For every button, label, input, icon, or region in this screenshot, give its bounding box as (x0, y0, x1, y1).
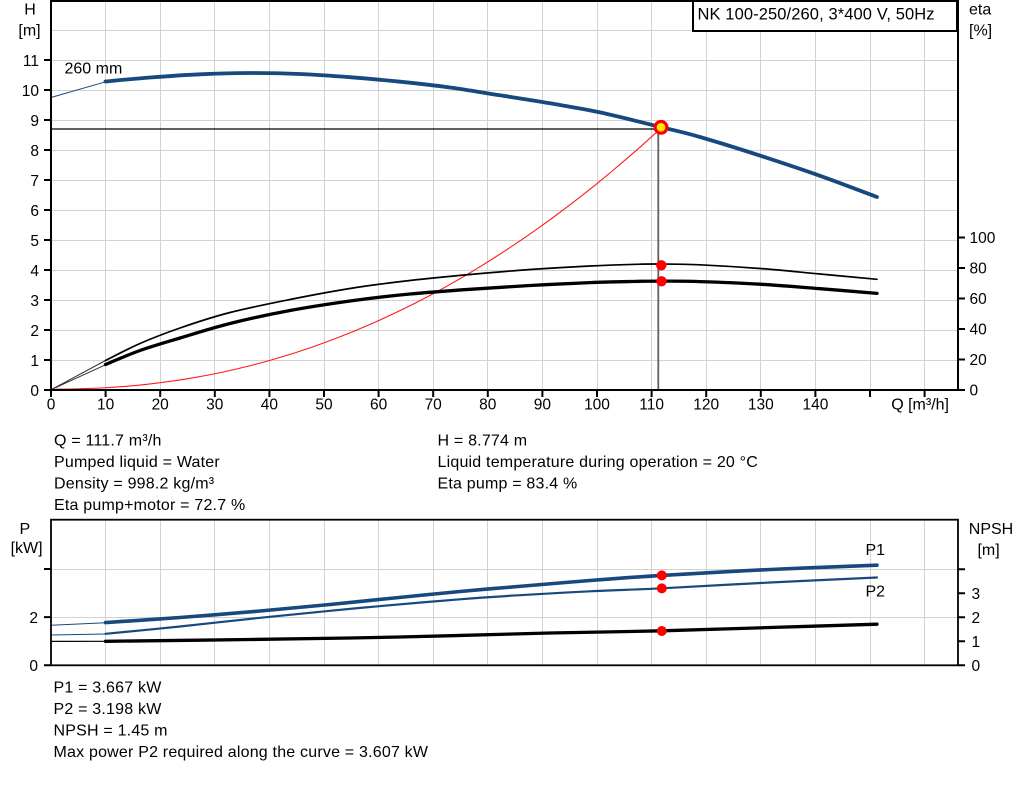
svg-text:60: 60 (970, 291, 988, 308)
svg-text:NPSH: NPSH (969, 521, 1013, 538)
svg-text:130: 130 (748, 397, 774, 414)
svg-text:2: 2 (30, 323, 39, 340)
svg-text:100: 100 (970, 230, 996, 247)
svg-text:90: 90 (534, 397, 552, 414)
svg-text:1: 1 (30, 353, 39, 370)
svg-text:80: 80 (970, 261, 988, 278)
svg-text:Eta pump = 83.4 %: Eta pump = 83.4 % (438, 476, 578, 493)
svg-text:P2: P2 (866, 584, 886, 601)
svg-text:[%]: [%] (969, 23, 992, 40)
svg-text:7: 7 (30, 173, 39, 190)
svg-text:8: 8 (30, 143, 39, 160)
svg-text:80: 80 (479, 397, 497, 414)
svg-text:50: 50 (315, 397, 333, 414)
svg-text:Q = 111.7 m³/h: Q = 111.7 m³/h (54, 433, 162, 450)
svg-text:P1: P1 (866, 542, 886, 559)
svg-text:3: 3 (30, 293, 39, 310)
svg-text:2: 2 (29, 610, 38, 627)
svg-text:2: 2 (972, 610, 981, 627)
svg-text:0: 0 (972, 658, 981, 675)
svg-text:10: 10 (97, 397, 115, 414)
svg-text:260 mm: 260 mm (65, 61, 123, 78)
svg-text:40: 40 (261, 397, 279, 414)
svg-text:3: 3 (972, 586, 981, 603)
svg-text:P2 = 3.198 kW: P2 = 3.198 kW (54, 701, 163, 718)
svg-text:Pumped liquid = Water: Pumped liquid = Water (54, 454, 220, 471)
svg-text:eta: eta (969, 2, 991, 19)
svg-text:60: 60 (370, 397, 388, 414)
svg-text:H: H (24, 1, 36, 18)
svg-text:20: 20 (152, 397, 170, 414)
svg-text:[m]: [m] (18, 22, 40, 39)
svg-text:11: 11 (23, 53, 39, 70)
svg-text:4: 4 (30, 263, 39, 280)
svg-text:1: 1 (972, 634, 981, 651)
svg-text:30: 30 (206, 397, 224, 414)
svg-text:Q [m³/h]: Q [m³/h] (891, 397, 949, 414)
svg-text:140: 140 (802, 397, 828, 414)
svg-text:0: 0 (970, 383, 979, 400)
svg-text:120: 120 (693, 397, 719, 414)
svg-text:0: 0 (30, 383, 39, 400)
svg-text:H = 8.774 m: H = 8.774 m (438, 433, 528, 450)
svg-text:NK 100-250/260, 3*400 V, 50Hz: NK 100-250/260, 3*400 V, 50Hz (698, 5, 935, 23)
svg-text:NPSH = 1.45 m: NPSH = 1.45 m (54, 722, 168, 739)
svg-text:[kW]: [kW] (11, 540, 43, 557)
svg-text:0: 0 (47, 397, 56, 414)
svg-text:Max power P2 required along th: Max power P2 required along the curve = … (54, 744, 429, 761)
svg-text:100: 100 (584, 397, 610, 414)
svg-text:9: 9 (30, 113, 39, 130)
svg-text:6: 6 (30, 203, 39, 220)
svg-text:Liquid temperature during oper: Liquid temperature during operation = 20… (438, 454, 759, 471)
svg-text:110: 110 (639, 397, 664, 414)
svg-text:P1 = 3.667 kW: P1 = 3.667 kW (54, 679, 163, 696)
svg-text:40: 40 (970, 322, 988, 339)
svg-text:0: 0 (29, 658, 38, 675)
svg-text:20: 20 (970, 352, 988, 369)
svg-text:[m]: [m] (977, 542, 999, 559)
svg-text:P: P (19, 521, 30, 538)
svg-text:5: 5 (30, 233, 39, 250)
svg-text:Eta pump+motor = 72.7 %: Eta pump+motor = 72.7 % (54, 497, 245, 514)
svg-text:70: 70 (425, 397, 443, 414)
svg-text:Density = 998.2 kg/m³: Density = 998.2 kg/m³ (54, 476, 215, 493)
svg-text:10: 10 (22, 83, 40, 100)
